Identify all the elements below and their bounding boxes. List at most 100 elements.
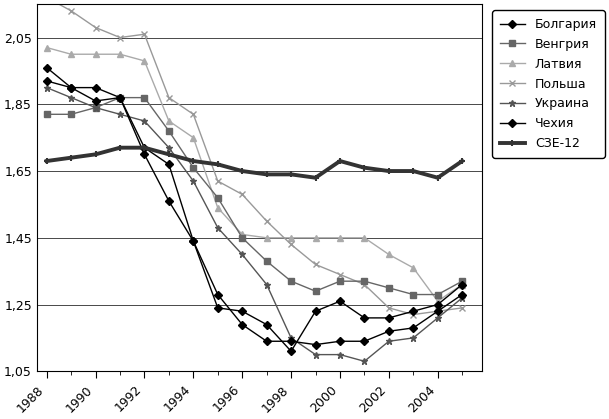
Венгрия: [385, 285, 393, 290]
СЗЕ-12: [68, 155, 75, 160]
Болгария: [410, 309, 417, 314]
Чехия: [263, 339, 270, 344]
Польша: [434, 309, 442, 314]
Венгрия: [43, 112, 51, 117]
Чехия: [410, 326, 417, 331]
Болгария: [43, 78, 51, 83]
Польша: [385, 305, 393, 310]
Украина: [43, 85, 51, 90]
Чехия: [92, 85, 99, 90]
Латвия: [336, 235, 343, 241]
Line: Латвия: Латвия: [44, 45, 465, 304]
Чехия: [189, 238, 197, 243]
Венгрия: [189, 165, 197, 170]
Болгария: [263, 322, 270, 327]
Украина: [434, 316, 442, 321]
Украина: [92, 105, 99, 110]
Болгария: [239, 309, 246, 314]
СЗЕ-12: [385, 168, 393, 173]
Латвия: [361, 235, 368, 241]
Венгрия: [361, 279, 368, 284]
Украина: [263, 282, 270, 287]
Латвия: [116, 52, 124, 57]
Украина: [410, 335, 417, 340]
Венгрия: [459, 279, 466, 284]
Болгария: [312, 309, 319, 314]
Польша: [263, 219, 270, 224]
Венгрия: [165, 129, 172, 134]
Украина: [312, 352, 319, 357]
Латвия: [239, 232, 246, 237]
Венгрия: [141, 95, 148, 100]
Латвия: [189, 135, 197, 140]
Line: Украина: Украина: [43, 84, 466, 365]
Венгрия: [434, 292, 442, 297]
Польша: [214, 178, 222, 184]
Латвия: [410, 265, 417, 270]
Болгария: [434, 302, 442, 307]
Польша: [68, 8, 75, 13]
СЗЕ-12: [410, 168, 417, 173]
Болгария: [189, 238, 197, 243]
Латвия: [43, 45, 51, 50]
Венгрия: [263, 259, 270, 264]
Line: Чехия: Чехия: [44, 65, 465, 347]
Чехия: [68, 85, 75, 90]
Чехия: [287, 339, 295, 344]
Украина: [287, 335, 295, 340]
Латвия: [459, 282, 466, 287]
Line: Польша: Польша: [43, 0, 466, 318]
СЗЕ-12: [189, 158, 197, 163]
Польша: [336, 272, 343, 277]
Венгрия: [92, 105, 99, 110]
Польша: [116, 35, 124, 40]
Чехия: [239, 322, 246, 327]
Венгрия: [214, 195, 222, 200]
Латвия: [434, 299, 442, 304]
СЗЕ-12: [287, 172, 295, 177]
Польша: [312, 262, 319, 267]
Латвия: [214, 205, 222, 210]
СЗЕ-12: [361, 165, 368, 170]
Болгария: [336, 299, 343, 304]
Болгария: [385, 316, 393, 321]
Болгария: [459, 282, 466, 287]
Болгария: [361, 316, 368, 321]
Line: Болгария: Болгария: [44, 78, 465, 354]
Латвия: [287, 235, 295, 241]
Польша: [287, 242, 295, 247]
Польша: [410, 312, 417, 317]
Украина: [214, 225, 222, 230]
Латвия: [312, 235, 319, 241]
Латвия: [165, 119, 172, 124]
СЗЕ-12: [214, 162, 222, 167]
Чехия: [165, 162, 172, 167]
Венгрия: [287, 279, 295, 284]
Болгария: [141, 152, 148, 157]
Венгрия: [239, 235, 246, 241]
Болгария: [165, 199, 172, 204]
СЗЕ-12: [336, 158, 343, 163]
Венгрия: [116, 95, 124, 100]
СЗЕ-12: [239, 168, 246, 173]
Чехия: [116, 95, 124, 100]
СЗЕ-12: [312, 175, 319, 180]
Line: СЗЕ-12: СЗЕ-12: [44, 145, 465, 181]
СЗЕ-12: [434, 175, 442, 180]
Украина: [336, 352, 343, 357]
Польша: [361, 282, 368, 287]
Украина: [239, 252, 246, 257]
Чехия: [214, 292, 222, 297]
Украина: [116, 112, 124, 117]
Legend: Болгария, Венгрия, Латвия, Польша, Украина, Чехия, СЗЕ-12: Болгария, Венгрия, Латвия, Польша, Украи…: [493, 10, 605, 158]
Чехия: [141, 145, 148, 150]
Украина: [165, 145, 172, 150]
Польша: [92, 25, 99, 30]
Латвия: [68, 52, 75, 57]
Болгария: [68, 85, 75, 90]
Чехия: [43, 65, 51, 70]
Польша: [239, 192, 246, 197]
Венгрия: [68, 112, 75, 117]
Латвия: [92, 52, 99, 57]
Венгрия: [410, 292, 417, 297]
